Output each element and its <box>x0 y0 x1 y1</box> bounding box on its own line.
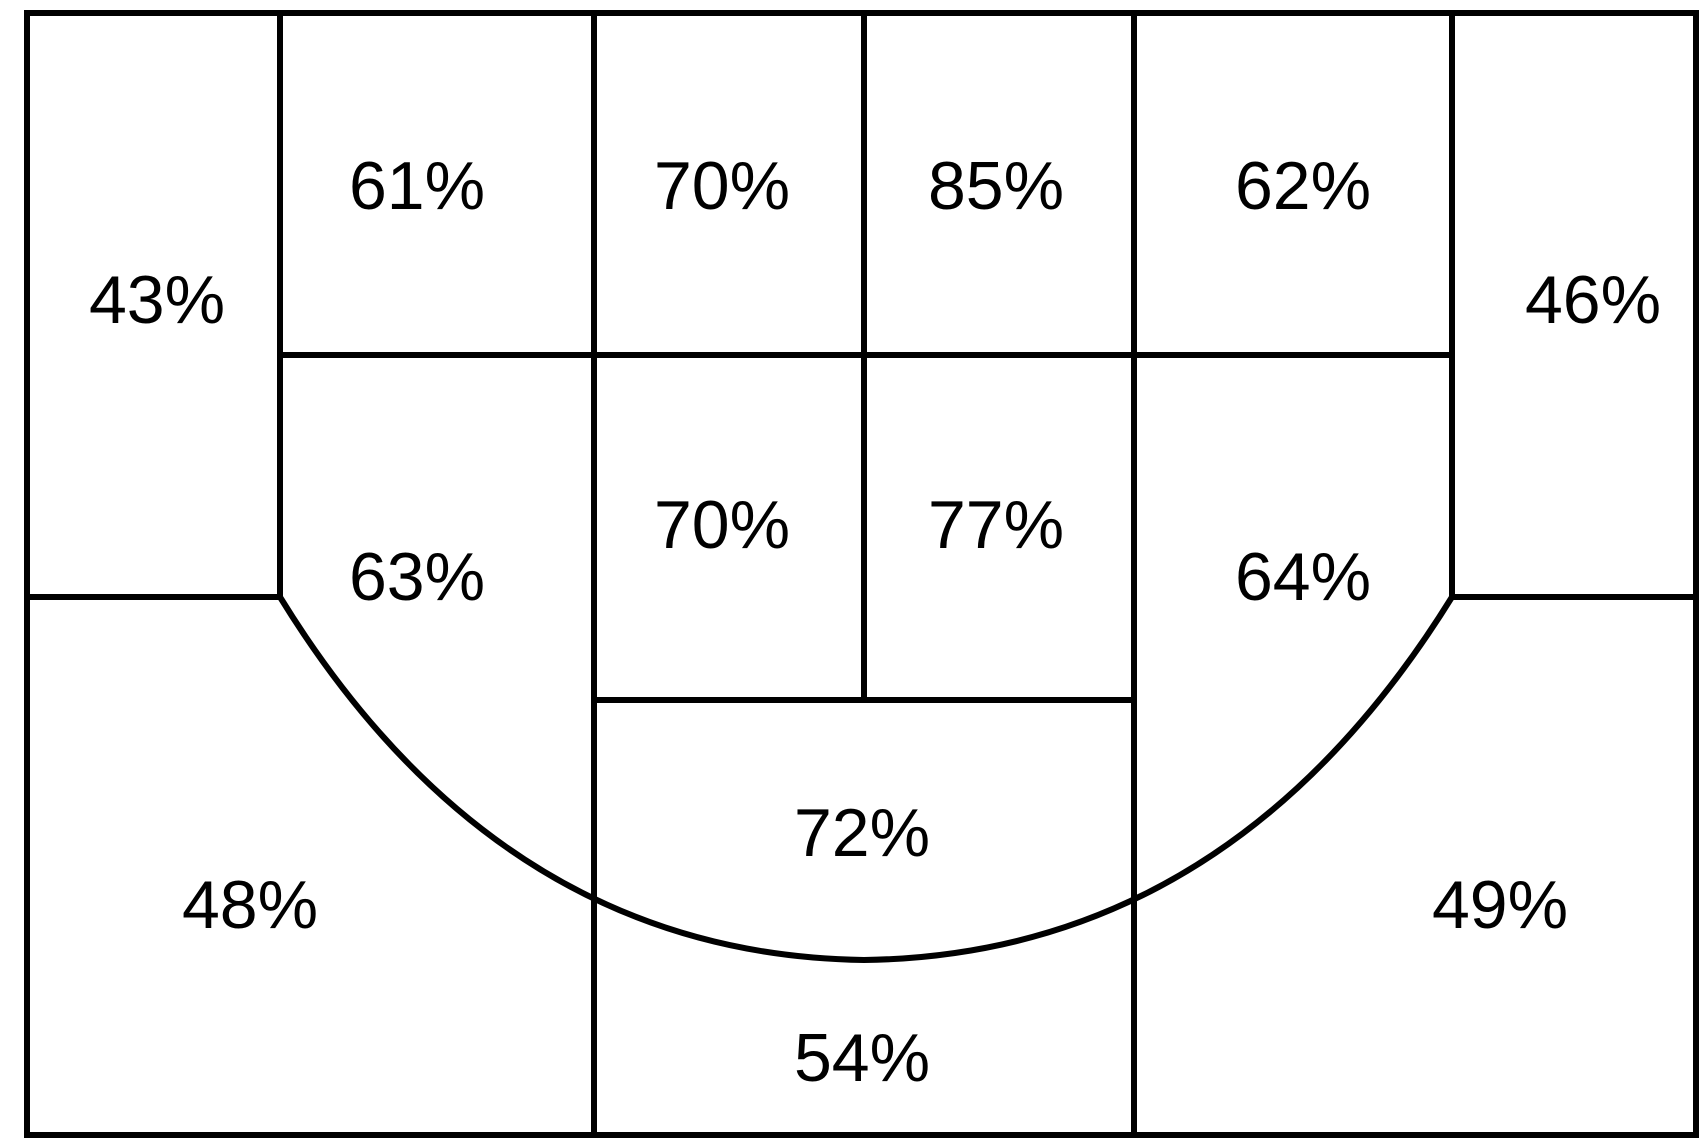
zone-free-throw-label: 72% <box>794 795 930 871</box>
zone-mid-right-wing-label: 64% <box>1235 539 1371 615</box>
zone-right-corner-upper-label: 46% <box>1525 262 1661 338</box>
zone-top-2-label: 70% <box>654 148 790 224</box>
zone-left-three-label: 48% <box>182 867 318 943</box>
zone-paint-left-label: 70% <box>654 487 790 563</box>
zone-left-corner-upper-label: 43% <box>89 262 225 338</box>
zone-right-three-label: 49% <box>1432 867 1568 943</box>
zone-top-3-label: 85% <box>928 148 1064 224</box>
zone-paint-right-label: 77% <box>928 487 1064 563</box>
zone-top-4-label: 62% <box>1235 148 1371 224</box>
three-point-arc <box>277 595 1455 964</box>
zone-top-three-label: 54% <box>794 1020 930 1096</box>
zone-mid-left-wing-label: 63% <box>349 539 485 615</box>
zone-top-1-label: 61% <box>349 148 485 224</box>
